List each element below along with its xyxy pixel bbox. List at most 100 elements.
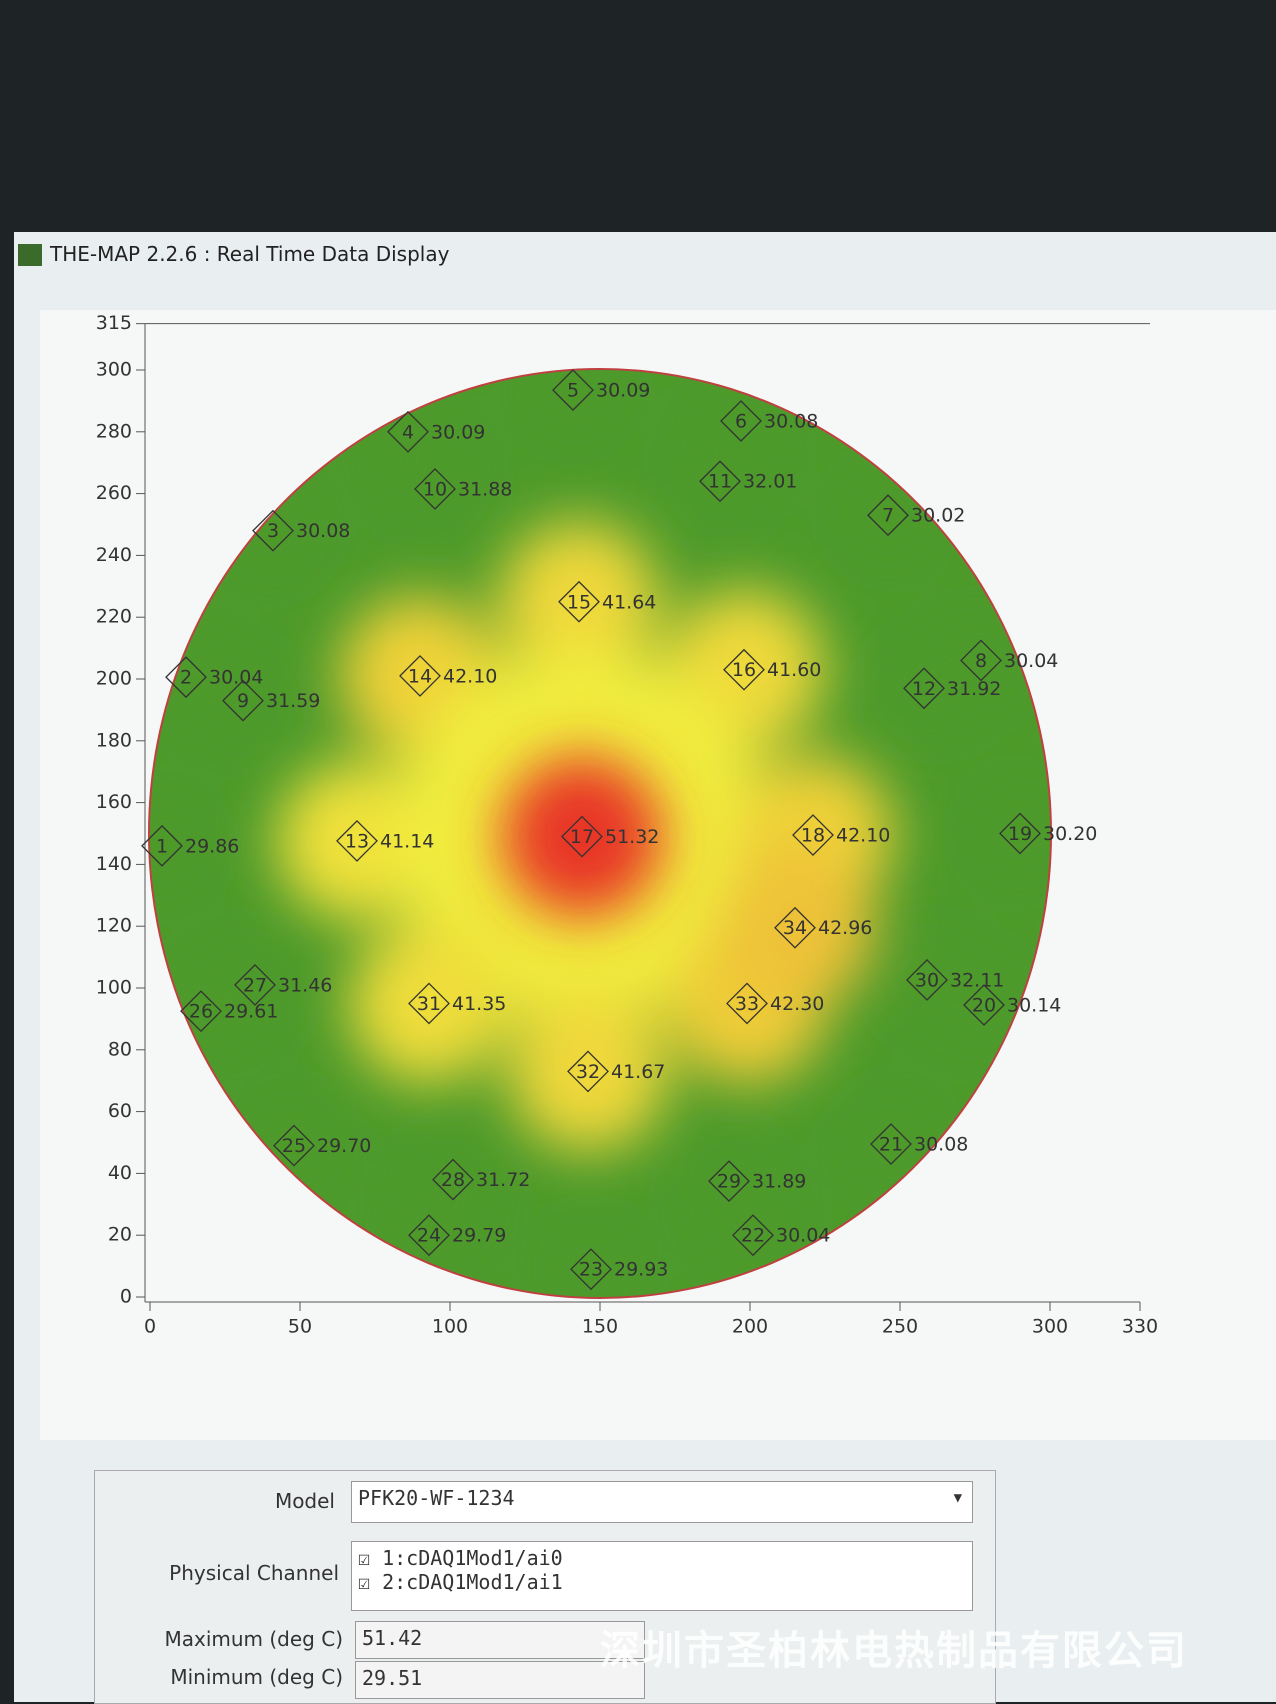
point-value: 30.04	[776, 1225, 830, 1247]
point-marker	[273, 1124, 315, 1167]
heat-blob	[546, 1224, 636, 1297]
y-tick-label: 0	[120, 1286, 132, 1308]
min-field[interactable]: 29.51	[355, 1661, 645, 1699]
point-value: 41.35	[452, 993, 506, 1015]
y-tick-label: 260	[96, 482, 132, 504]
y-tick-label: 315	[96, 312, 132, 334]
x-tick-label: 330	[1122, 1316, 1158, 1338]
point-marker	[222, 679, 264, 722]
max-field[interactable]: 51.42	[355, 1621, 645, 1659]
point-value: 29.61	[224, 1001, 278, 1023]
heat-blob	[508, 991, 668, 1152]
y-tick-label: 20	[108, 1224, 132, 1246]
watermark: 深圳市圣柏林电热制品有限公司	[600, 1628, 1188, 1674]
point-value: 29.86	[185, 835, 239, 857]
point-id: 28	[441, 1169, 465, 1191]
point-value: 29.93	[614, 1259, 668, 1281]
y-tick-label: 80	[108, 1038, 132, 1060]
point-value: 30.09	[596, 380, 650, 402]
channel-text: 1:cDAQ1Mod1/ai0	[382, 1546, 563, 1570]
point-value: 32.01	[743, 471, 797, 493]
point-marker	[906, 959, 948, 1001]
y-tick-label: 180	[96, 729, 132, 751]
max-label: Maximum (deg C)	[164, 1627, 343, 1651]
point-value: 30.08	[914, 1134, 968, 1156]
point-id: 6	[735, 410, 747, 432]
heat-blob	[684, 1136, 774, 1227]
point-value: 30.08	[764, 410, 818, 432]
point-id: 27	[243, 974, 267, 996]
point-marker	[552, 369, 594, 412]
point-id: 12	[912, 678, 936, 700]
point-marker	[867, 494, 909, 537]
point-value: 42.10	[443, 665, 497, 687]
model-value: PFK20-WF-1234	[358, 1486, 515, 1510]
min-label: Minimum (deg C)	[170, 1665, 343, 1689]
point-id: 18	[801, 825, 825, 847]
point-marker	[408, 982, 450, 1025]
point-id: 17	[570, 826, 594, 848]
heat-layer	[150, 370, 1050, 1297]
point-value: 32.11	[950, 969, 1004, 991]
point-value: 29.79	[452, 1225, 506, 1247]
point-marker	[999, 812, 1041, 855]
point-value: 30.04	[1004, 650, 1058, 672]
point-marker	[963, 984, 1005, 1026]
point-marker	[723, 648, 765, 691]
point-id: 30	[915, 969, 939, 991]
heat-blob	[408, 1134, 498, 1225]
point-marker	[561, 815, 603, 858]
x-tick-label: 250	[882, 1316, 918, 1338]
point-marker	[774, 906, 816, 949]
heat-blob	[715, 847, 875, 1008]
max-value: 51.42	[362, 1626, 423, 1650]
channel-item[interactable]: ☑ 1:cDAQ1Mod1/ai0	[358, 1546, 563, 1570]
point-marker	[414, 468, 456, 510]
point-value: 30.09	[431, 421, 485, 443]
heat-blob	[528, 370, 618, 436]
model-select[interactable]: PFK20-WF-1234 ▼	[351, 1481, 973, 1523]
point-id: 7	[882, 505, 894, 527]
point-marker	[399, 654, 441, 697]
x-tick-label: 100	[432, 1316, 468, 1338]
window-title: THE-MAP 2.2.6 : Real Time Data Display	[50, 242, 450, 266]
y-tick-label: 220	[96, 606, 132, 628]
y-tick-label: 160	[96, 791, 132, 813]
y-tick-label: 240	[96, 544, 132, 566]
point-marker	[408, 1214, 450, 1257]
y-tick-label: 60	[108, 1100, 132, 1122]
point-value: 30.04	[209, 667, 263, 689]
y-tick-label: 280	[96, 420, 132, 442]
point-id: 9	[237, 690, 249, 712]
point-marker	[567, 1050, 609, 1093]
point-marker	[558, 580, 600, 623]
point-value: 31.88	[458, 478, 512, 500]
point-id: 14	[408, 665, 432, 687]
heat-high	[502, 756, 662, 917]
point-value: 30.14	[1007, 994, 1061, 1016]
point-marker	[720, 400, 762, 442]
point-value: 31.59	[266, 690, 320, 712]
point-id: 33	[735, 993, 759, 1015]
channel-item[interactable]: ☑ 2:cDAQ1Mod1/ai1	[358, 1570, 563, 1594]
point-marker	[960, 639, 1002, 682]
heat-blob	[150, 800, 207, 891]
point-id: 15	[567, 591, 591, 613]
point-value: 31.46	[278, 974, 332, 996]
point-marker	[180, 990, 222, 1033]
channel-list[interactable]: ☑ 1:cDAQ1Mod1/ai0 ☑ 2:cDAQ1Mod1/ai1	[351, 1541, 973, 1611]
chart: 0204060801001201401601802002202402602803…	[40, 310, 1276, 1440]
point-marker	[699, 460, 741, 503]
point-value: 51.32	[605, 826, 659, 848]
x-tick-label: 0	[144, 1316, 156, 1338]
channel-text: 2:cDAQ1Mod1/ai1	[382, 1570, 563, 1594]
point-id: 20	[972, 994, 996, 1016]
point-marker	[726, 982, 768, 1025]
x-tick-label: 300	[1032, 1316, 1068, 1338]
point-value: 31.92	[947, 678, 1001, 700]
point-marker	[252, 509, 294, 552]
dropdown-arrow[interactable]: ▼	[953, 1490, 962, 1506]
point-id: 21	[879, 1134, 903, 1156]
heat-blob	[198, 655, 288, 746]
